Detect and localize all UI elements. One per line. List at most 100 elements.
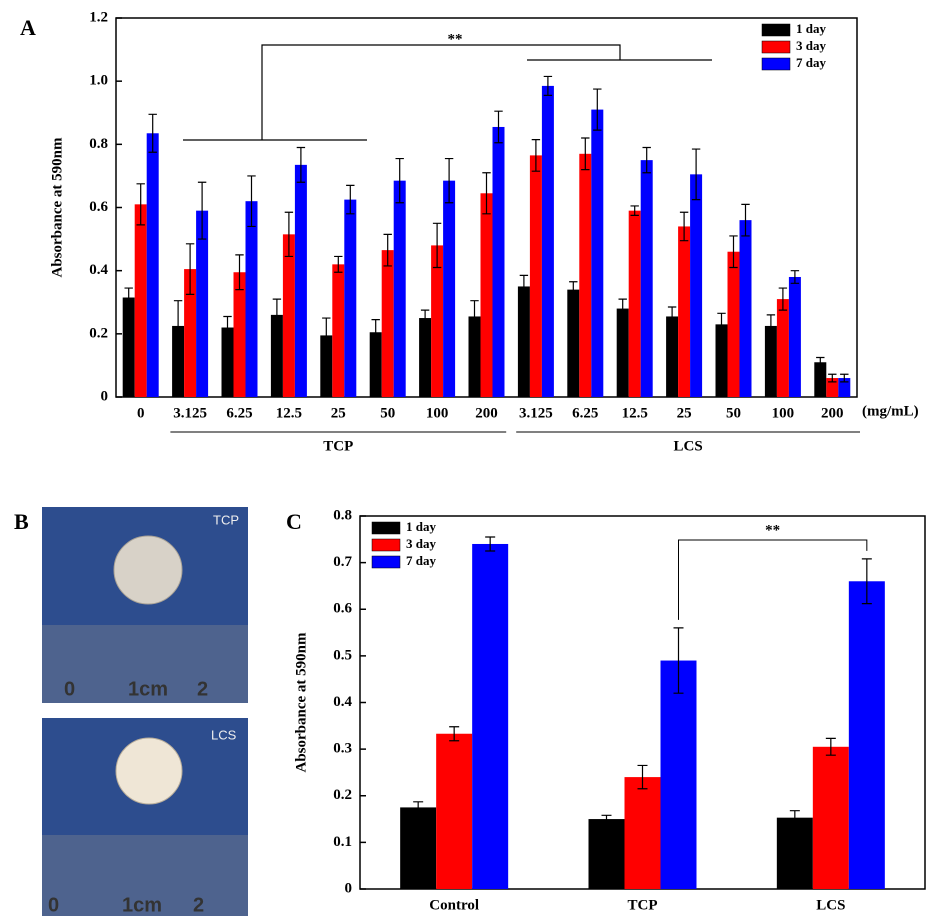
error-bar bbox=[136, 183, 145, 226]
ruler-label: 0 bbox=[48, 894, 59, 916]
ruler bbox=[42, 835, 248, 916]
bar bbox=[233, 272, 246, 397]
bar bbox=[640, 160, 653, 397]
error-bar bbox=[679, 211, 689, 242]
bar bbox=[436, 733, 473, 889]
x-tick-label: 200 bbox=[821, 405, 844, 421]
y-tick-label: 0.1 bbox=[333, 834, 352, 850]
legend-swatch bbox=[371, 555, 401, 569]
error-bar bbox=[444, 157, 454, 204]
panel-label: A bbox=[20, 15, 36, 40]
y-tick-label: 0.5 bbox=[333, 647, 352, 663]
x-tick-label: 100 bbox=[772, 405, 795, 421]
x-tick-label: 50 bbox=[726, 405, 741, 421]
bar bbox=[764, 325, 777, 397]
bar bbox=[660, 660, 697, 889]
error-bar bbox=[828, 373, 837, 383]
error-bar bbox=[482, 172, 491, 215]
error-bar bbox=[223, 315, 232, 340]
bar bbox=[400, 807, 437, 889]
error-bar bbox=[816, 356, 825, 368]
bar bbox=[122, 297, 135, 397]
x-unit: (mg/mL) bbox=[862, 403, 919, 419]
y-tick-label: 0.7 bbox=[333, 554, 352, 570]
legend-swatch bbox=[371, 521, 401, 535]
bar bbox=[624, 777, 661, 889]
ruler-label: 1cm bbox=[122, 894, 162, 916]
error-bar bbox=[729, 235, 738, 269]
x-tick-label: 6.25 bbox=[572, 405, 598, 421]
error-bar bbox=[197, 181, 207, 240]
error-bar bbox=[531, 138, 541, 172]
error-bar bbox=[789, 810, 800, 826]
x-tick-label: 25 bbox=[677, 405, 692, 421]
error-bar bbox=[840, 373, 849, 383]
bar bbox=[678, 226, 691, 397]
bar bbox=[381, 250, 394, 397]
bar bbox=[270, 314, 283, 397]
bar bbox=[776, 299, 789, 397]
y-tick-label: 0.4 bbox=[333, 694, 352, 710]
bar bbox=[776, 817, 813, 889]
error-bar bbox=[449, 726, 460, 742]
error-bar bbox=[185, 243, 195, 295]
error-bar bbox=[601, 814, 612, 824]
scaffold bbox=[115, 737, 183, 805]
panel-label: C bbox=[286, 509, 302, 534]
x-tick-label: 25 bbox=[331, 405, 346, 421]
error-bar bbox=[766, 314, 776, 338]
y-tick-label: 0.4 bbox=[89, 262, 108, 278]
error-bar bbox=[334, 255, 343, 273]
x-tick-label: 3.125 bbox=[173, 405, 207, 421]
error-bar bbox=[543, 75, 553, 96]
photo-label: LCS bbox=[211, 727, 237, 742]
bar bbox=[184, 269, 197, 397]
error-bar bbox=[637, 764, 648, 790]
photo: LCS 0 1cm 2 bbox=[42, 718, 248, 916]
error-bar bbox=[272, 298, 282, 332]
annotation: ** bbox=[765, 522, 780, 538]
x-tick-label: Control bbox=[429, 897, 479, 913]
x-tick-label: 200 bbox=[475, 405, 498, 421]
ruler-label: 2 bbox=[197, 678, 208, 700]
error-bar bbox=[825, 737, 836, 756]
error-bar bbox=[235, 254, 244, 291]
bar bbox=[172, 325, 185, 397]
y-axis-label: Absorbance at 590nm bbox=[49, 137, 65, 278]
y-tick-label: 1.2 bbox=[89, 9, 108, 25]
y-tick-label: 0 bbox=[101, 388, 109, 404]
error-bar bbox=[519, 274, 529, 299]
ruler-label: 1cm bbox=[128, 678, 168, 700]
error-bar bbox=[432, 222, 442, 269]
error-bar bbox=[861, 558, 872, 605]
photo-label: TCP bbox=[213, 512, 239, 527]
y-tick-label: 0.3 bbox=[333, 741, 352, 757]
y-tick-label: 1.0 bbox=[89, 73, 108, 89]
group-label: LCS bbox=[674, 438, 703, 454]
y-tick-label: 0.8 bbox=[89, 136, 108, 152]
error-bar bbox=[148, 113, 157, 153]
bar bbox=[492, 126, 505, 398]
legend-label: 3 day bbox=[406, 536, 436, 551]
error-bar bbox=[395, 157, 404, 204]
y-tick-label: 0.2 bbox=[89, 325, 108, 341]
error-bar bbox=[494, 110, 503, 144]
x-tick-label: 6.25 bbox=[226, 405, 252, 421]
significance-bracket bbox=[678, 539, 868, 620]
y-tick-label: 0.6 bbox=[333, 601, 352, 617]
error-bar bbox=[593, 88, 602, 131]
bar bbox=[369, 332, 382, 397]
scaffold bbox=[113, 535, 183, 605]
x-tick-label: 50 bbox=[380, 405, 395, 421]
bar bbox=[591, 109, 604, 397]
bar bbox=[393, 180, 406, 397]
bar bbox=[616, 308, 629, 397]
bar bbox=[282, 234, 295, 397]
error-bar bbox=[296, 146, 306, 183]
bar bbox=[320, 335, 333, 397]
ruler-label: 2 bbox=[193, 894, 204, 916]
bar bbox=[541, 85, 554, 397]
y-tick-label: 0.6 bbox=[89, 199, 108, 215]
error-bar bbox=[642, 146, 651, 174]
bar bbox=[134, 204, 147, 397]
